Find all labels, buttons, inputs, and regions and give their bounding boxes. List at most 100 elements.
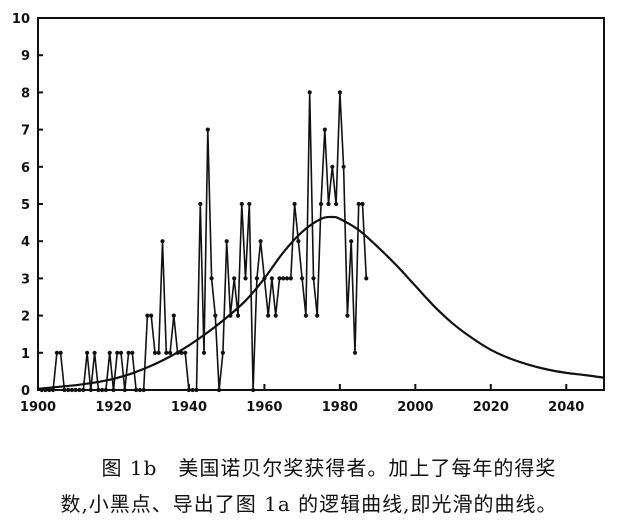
- laureates-data-point: [228, 313, 233, 318]
- laureates-data-point: [269, 276, 274, 281]
- laureates-data-point: [66, 387, 71, 393]
- laureates-data-point: [288, 276, 293, 281]
- laureates-data-point: [39, 387, 44, 393]
- laureates-data-point: [69, 387, 75, 393]
- laureates-data-point: [118, 350, 124, 355]
- laureates-data-point: [235, 313, 241, 318]
- laureates-data-point: [356, 201, 361, 207]
- figure-caption-line-1: 图 1b 美国诺贝尔奖获得者。加上了每年的得奖: [101, 456, 557, 480]
- laureates-data-point: [81, 387, 86, 393]
- x-tick-label: 2040: [548, 400, 584, 415]
- laureates-data-point: [364, 276, 369, 281]
- laureates-data-point: [201, 350, 207, 355]
- laureates-data-point: [258, 239, 263, 244]
- y-tick-label: 9: [21, 49, 30, 64]
- laureates-data-point: [186, 387, 191, 393]
- laureates-data-point: [239, 201, 244, 207]
- laureates-data-point: [137, 387, 142, 393]
- laureates-data-point: [224, 239, 229, 244]
- laureates-data-point: [303, 313, 308, 318]
- y-tick-label: 0: [21, 384, 30, 399]
- laureates-data-point: [47, 387, 52, 393]
- laureates-data-point: [183, 350, 188, 355]
- logistic-curve-group: [37, 215, 605, 390]
- x-tick-label: 1960: [246, 400, 282, 415]
- laureates-data-point: [145, 313, 150, 318]
- y-axis: 0 1 2 3 4 5 6 7 8 9 10: [12, 12, 43, 399]
- laureates-data-point: [322, 127, 327, 132]
- laureates-data-point: [262, 276, 267, 281]
- laureates-data-point: [360, 201, 365, 207]
- laureates-data-point: [160, 239, 165, 244]
- laureates-data-point: [292, 201, 297, 207]
- y-tick-label: 1: [21, 347, 30, 362]
- laureates-data-point: [300, 276, 305, 281]
- laureates-data-point: [130, 350, 135, 355]
- laureates-data-point: [107, 350, 112, 355]
- laureates-data-point: [175, 350, 180, 355]
- laureates-data-point: [349, 239, 354, 244]
- y-tick-label: 4: [21, 235, 30, 250]
- logistic-curve: [37, 215, 605, 390]
- laureates-data-point: [54, 350, 60, 355]
- laureates-data-point: [318, 201, 324, 207]
- laureates-data-point: [43, 387, 48, 393]
- figure-caption-line-2: 数,小黑点、导出了图 1a 的逻辑曲线,即光滑的曲线。: [60, 492, 558, 516]
- laureates-data-point: [330, 164, 335, 169]
- y-tick-label: 6: [21, 161, 30, 176]
- laureates-data-point: [126, 350, 131, 355]
- laureates-data-point: [100, 387, 105, 393]
- x-tick-label: 1900: [20, 400, 56, 415]
- laureates-data-point: [198, 201, 203, 207]
- laureates-data-point: [115, 350, 120, 355]
- laureates-data-point: [58, 350, 63, 355]
- y-tick-label: 8: [21, 86, 30, 101]
- laureates-data-point: [171, 313, 176, 318]
- laureates-data-point: [296, 239, 301, 244]
- laureates-data-point: [77, 387, 82, 393]
- laureates-data-point: [315, 313, 320, 318]
- laureates-data-point: [345, 313, 350, 318]
- laureates-data-point: [111, 387, 116, 393]
- laureates-data-point: [251, 387, 256, 393]
- laureates-data-point: [96, 387, 101, 393]
- laureates-data-point: [326, 201, 331, 207]
- y-tick-label: 5: [21, 198, 30, 213]
- laureates-data-point: [307, 90, 312, 95]
- laureates-data-point: [88, 387, 93, 393]
- laureates-data-point: [141, 387, 146, 393]
- laureates-data-point: [134, 387, 139, 393]
- x-tick-label: 1940: [171, 400, 207, 415]
- laureates-data-point: [209, 276, 214, 281]
- laureates-data-point: [103, 387, 108, 393]
- laureates-data-point: [220, 350, 225, 355]
- laureates-data-point: [337, 90, 342, 95]
- annual-laureates-line: [41, 92, 368, 391]
- laureates-data-point: [205, 127, 210, 132]
- laureates-data-point: [190, 387, 195, 393]
- laureates-data-point: [277, 276, 282, 281]
- laureates-data-point: [164, 350, 169, 355]
- y-tick-label: 10: [12, 12, 30, 27]
- laureates-data-point: [85, 350, 90, 355]
- laureates-data-point: [254, 276, 259, 281]
- laureates-data-point: [232, 276, 237, 281]
- x-tick-label: 1920: [95, 400, 131, 415]
- laureates-data-point: [281, 276, 286, 281]
- laureates-data-point: [273, 313, 278, 318]
- y-tick-label: 3: [21, 272, 30, 287]
- laureates-data-point: [156, 350, 161, 355]
- laureates-data-point: [122, 387, 127, 393]
- laureates-data-point: [73, 387, 78, 393]
- laureates-data-point: [334, 201, 339, 207]
- laureates-data-point: [179, 350, 184, 355]
- laureates-data-point: [311, 276, 316, 281]
- laureates-data-point: [266, 313, 271, 318]
- laureates-data-point: [352, 350, 358, 355]
- laureates-data-point: [284, 276, 290, 281]
- y-tick-label: 7: [21, 124, 30, 139]
- laureates-data-point: [243, 276, 248, 281]
- x-tick-label: 2000: [397, 400, 433, 415]
- x-tick-label: 1980: [322, 400, 358, 415]
